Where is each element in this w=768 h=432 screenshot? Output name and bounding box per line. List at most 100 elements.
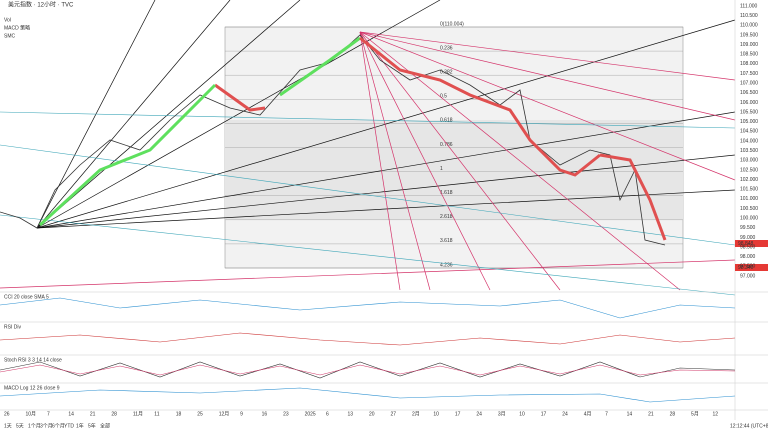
time-label: 18 bbox=[176, 411, 182, 417]
time-label: 4月 bbox=[584, 411, 592, 417]
time-label: 5月 bbox=[691, 411, 699, 417]
clock: 12:12:44 (UTC+8) bbox=[730, 423, 768, 429]
fib-label: 1.618 bbox=[440, 190, 453, 196]
fib-label: 0.236 bbox=[440, 45, 453, 51]
price-label: 103.500 bbox=[740, 148, 758, 154]
price-label: 100.000 bbox=[740, 215, 758, 221]
time-label: 24 bbox=[476, 411, 482, 417]
ma-red bbox=[359, 36, 601, 177]
fib-label: 1 bbox=[440, 166, 443, 172]
time-label: 21 bbox=[648, 411, 654, 417]
time-label: 28 bbox=[111, 411, 117, 417]
pane-label: MACD Log 12 26 close 9 bbox=[4, 385, 60, 391]
fib-lines: 0(110.004) 0.236 0.382 0.5 0.618 0.786 1 1.618 2… bbox=[225, 21, 683, 268]
price-label: 109.000 bbox=[740, 42, 758, 48]
price-label: 109.500 bbox=[740, 32, 758, 38]
time-label: 6 bbox=[326, 411, 329, 417]
fib-label: 0(110.004) bbox=[440, 21, 464, 27]
indicator-label: SMC bbox=[4, 33, 16, 39]
fib-label: 4.236 bbox=[440, 262, 453, 268]
time-label: 24 bbox=[562, 411, 568, 417]
time-label: 2月 bbox=[412, 411, 420, 417]
time-label: 21 bbox=[90, 411, 96, 417]
price-label: 108.500 bbox=[740, 52, 758, 58]
fib-label: 0.786 bbox=[440, 142, 453, 148]
time-label: 16 bbox=[262, 411, 268, 417]
indicator-label: MACD 策略 bbox=[4, 24, 30, 31]
price-label: 105.500 bbox=[740, 109, 758, 115]
price-label: 111.000 bbox=[740, 3, 758, 9]
time-label: 10 bbox=[519, 411, 525, 417]
chart-title: 美元指数 · 12小时 · TVC bbox=[8, 1, 74, 9]
time-label: 9 bbox=[240, 411, 243, 417]
red-fan bbox=[0, 31, 736, 291]
price-label: 102.000 bbox=[740, 177, 758, 183]
price-tag-bg bbox=[735, 264, 768, 271]
time-label: 17 bbox=[541, 411, 547, 417]
time-label: 17 bbox=[455, 411, 461, 417]
toolbar-button[interactable]: YTD bbox=[64, 423, 74, 429]
toolbar-button[interactable]: 6个月 bbox=[52, 423, 65, 429]
time-label: 14 bbox=[627, 411, 633, 417]
time-label: 28 bbox=[670, 411, 676, 417]
price-label: 107.500 bbox=[740, 71, 758, 77]
price-label: 110.500 bbox=[740, 13, 758, 19]
price-label: 97.000 bbox=[740, 273, 756, 279]
pane-separators bbox=[0, 0, 768, 420]
fib-label: 0.382 bbox=[440, 70, 453, 76]
price-tag: 98.340 bbox=[738, 265, 754, 271]
toolbar-button[interactable]: 1天 bbox=[4, 423, 12, 429]
time-label: 26 bbox=[4, 411, 10, 417]
pane-label: RSI Div bbox=[4, 324, 21, 330]
time-label: 20 bbox=[369, 411, 375, 417]
toolbar-button[interactable]: 1个月 bbox=[28, 423, 41, 429]
ma-red bbox=[214, 83, 266, 112]
time-label: 25 bbox=[197, 411, 203, 417]
price-label: 110.000 bbox=[740, 23, 758, 29]
fib-label: 2.618 bbox=[440, 214, 453, 220]
toolbar-button[interactable]: 5年 bbox=[88, 422, 96, 429]
time-label: 7 bbox=[47, 411, 50, 417]
stoch-line bbox=[0, 361, 736, 379]
time-label: 10月 bbox=[25, 411, 36, 417]
gann-fan bbox=[36, 0, 736, 229]
price-label: 108.000 bbox=[740, 61, 758, 67]
cci-line bbox=[0, 297, 736, 319]
fib-label: 0.618 bbox=[440, 118, 453, 124]
price-label: 99.500 bbox=[740, 225, 756, 231]
time-label: 2025 bbox=[305, 411, 316, 417]
price-label: 102.500 bbox=[740, 167, 758, 173]
toolbar-button[interactable]: 3个月 bbox=[40, 423, 53, 429]
toolbar-button[interactable]: 全部 bbox=[100, 422, 110, 429]
price-label: 101.000 bbox=[740, 196, 758, 202]
price-label: 101.500 bbox=[740, 187, 758, 193]
ma-red bbox=[599, 153, 667, 241]
price-tag: 98.848 bbox=[738, 241, 754, 247]
fib-zone bbox=[225, 120, 683, 220]
price-label: 100.500 bbox=[740, 206, 758, 212]
pane-label: CCI 20 close SMA 5 bbox=[4, 294, 49, 300]
price-label: 99.000 bbox=[740, 235, 756, 241]
time-label: 13 bbox=[348, 411, 354, 417]
fib-label: 0.5 bbox=[440, 94, 447, 100]
toolbar-button[interactable]: 5天 bbox=[16, 423, 24, 429]
time-label: 14 bbox=[68, 411, 74, 417]
price-label: 97.500 bbox=[740, 264, 756, 270]
rsi-line bbox=[0, 332, 736, 346]
time-label: 27 bbox=[390, 411, 396, 417]
time-label: 10 bbox=[433, 411, 439, 417]
price-label: 104.500 bbox=[740, 129, 758, 135]
price-label: 107.000 bbox=[740, 80, 758, 86]
price-label: 98.000 bbox=[740, 254, 756, 260]
time-label: 11月 bbox=[133, 411, 143, 417]
fib-label: 3.618 bbox=[440, 238, 453, 244]
pane-label: Stoch RSI 3 3 14 14 close bbox=[4, 357, 62, 363]
price-label: 98.500 bbox=[740, 244, 756, 250]
time-label: 23 bbox=[283, 411, 289, 417]
time-label: 12月 bbox=[219, 411, 230, 417]
toolbar-button[interactable]: 1年 bbox=[76, 422, 84, 429]
price-label: 105.000 bbox=[740, 119, 758, 125]
time-label: 11 bbox=[154, 411, 159, 417]
time-label: 7 bbox=[605, 411, 608, 417]
